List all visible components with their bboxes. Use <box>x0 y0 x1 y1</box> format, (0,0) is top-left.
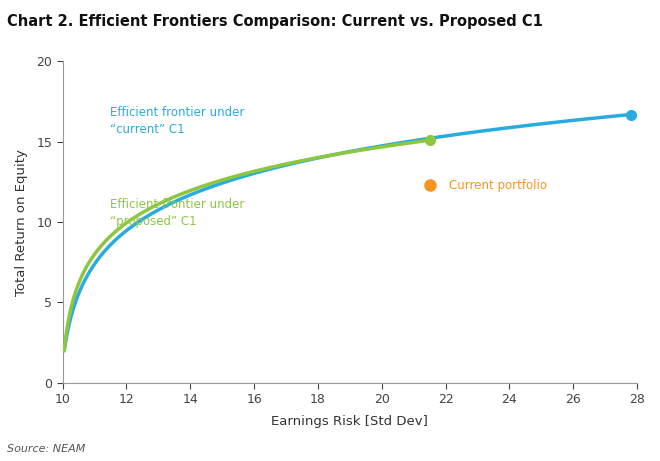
X-axis label: Earnings Risk [Std Dev]: Earnings Risk [Std Dev] <box>271 414 428 427</box>
Text: Efficient frontier under
“proposed” C1: Efficient frontier under “proposed” C1 <box>110 198 245 228</box>
Text: Chart 2. Efficient Frontiers Comparison: Current vs. Proposed C1: Chart 2. Efficient Frontiers Comparison:… <box>7 14 543 29</box>
Text: Efficient frontier under
“current” C1: Efficient frontier under “current” C1 <box>110 106 245 136</box>
Text: Current portfolio: Current portfolio <box>449 179 546 192</box>
Y-axis label: Total Return on Equity: Total Return on Equity <box>15 149 28 296</box>
Text: Source: NEAM: Source: NEAM <box>7 444 85 454</box>
